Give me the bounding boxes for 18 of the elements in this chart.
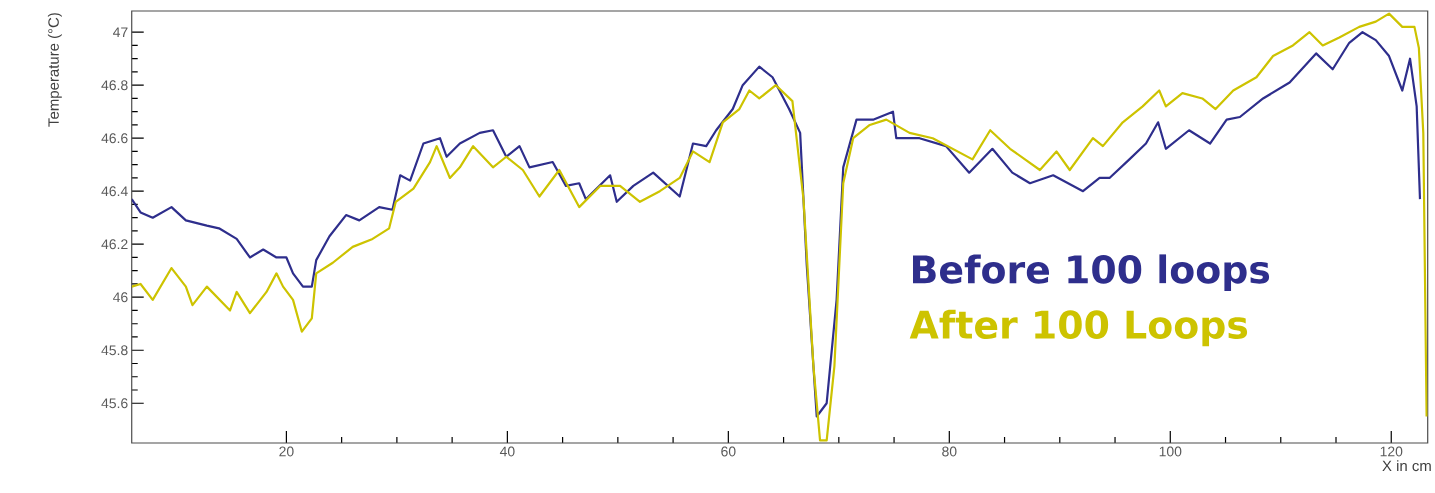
y-tick-label: 47: [113, 27, 128, 37]
x-tick-label: 80: [942, 446, 957, 457]
x-tick-label: 120: [1380, 446, 1403, 457]
x-tick-label: 60: [721, 446, 736, 457]
y-tick-label: 45.8: [101, 345, 128, 356]
y-tick-label: 46: [113, 292, 128, 303]
x-axis-title: X in cm: [1382, 460, 1431, 472]
y-tick-label: 46.4: [101, 186, 128, 197]
series-label: Before 100 loops: [912, 254, 1270, 292]
y-tick-label: 46.2: [101, 239, 128, 250]
x-tick-label: 100: [1159, 446, 1182, 457]
x-tick-label: 20: [279, 446, 294, 457]
y-tick-label: 46.6: [101, 133, 128, 144]
x-tick-label: 40: [499, 446, 515, 457]
y-tick-label: 45.6: [101, 398, 128, 409]
series-label: After 100 Loops: [909, 309, 1248, 347]
y-tick-label: 46.8: [101, 80, 128, 91]
y-axis-title: Temperature (°C): [47, 13, 62, 127]
